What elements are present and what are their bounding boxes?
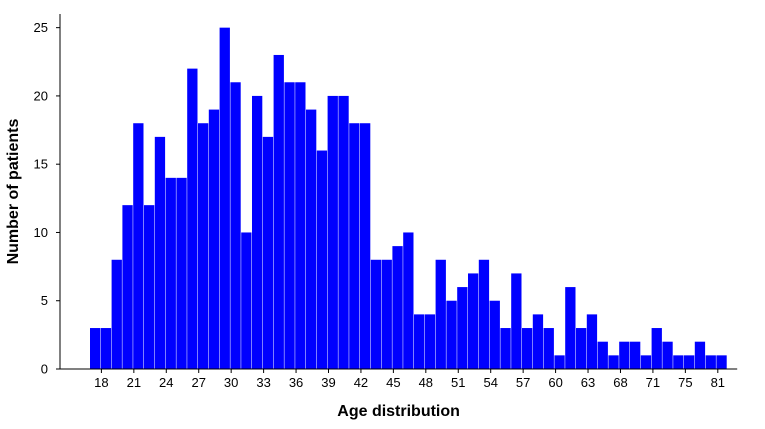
- x-tick-label-16: 68: [613, 375, 627, 390]
- bar-10: [198, 123, 209, 369]
- x-tick-label-1: 21: [127, 375, 141, 390]
- bar-53: [662, 341, 673, 369]
- bar-27: [381, 259, 392, 369]
- x-tick-label-13: 57: [516, 375, 530, 390]
- bar-49: [619, 341, 630, 369]
- y-ticks-group: 0 5 10 15 20 25: [34, 20, 60, 377]
- bar-34: [457, 287, 468, 369]
- x-tick-label-14: 60: [548, 375, 562, 390]
- x-tick-label-4: 30: [224, 375, 238, 390]
- bar-3: [122, 205, 133, 369]
- bar-2: [111, 259, 122, 369]
- bar-41: [532, 314, 544, 369]
- x-tick-label-19: 81: [711, 375, 725, 390]
- x-tick-label-7: 39: [321, 375, 335, 390]
- bar-22: [327, 95, 338, 370]
- bar-55: [684, 355, 695, 369]
- bar-43: [554, 355, 565, 369]
- bar-47: [597, 341, 608, 369]
- bar-4: [133, 123, 144, 369]
- bar-46: [586, 314, 598, 369]
- bar-58: [716, 355, 727, 369]
- x-tick-label-5: 33: [256, 375, 270, 390]
- bar-20: [306, 109, 317, 369]
- x-ticks-group: 18 21 24 27 30 33 36 39 42 45 48 51 54 57 60 63 68 71 75 81: [94, 369, 725, 390]
- bar-23: [338, 95, 349, 370]
- bar-30: [414, 314, 425, 369]
- bar-19: [295, 82, 306, 370]
- bar-29: [403, 232, 414, 369]
- y-tick-label-2: 10: [34, 225, 48, 240]
- x-tick-label-18: 75: [678, 375, 692, 390]
- bar-42: [543, 328, 554, 369]
- bar-7: [165, 177, 176, 369]
- bar-1: [100, 328, 112, 369]
- y-tick-label-4: 20: [34, 88, 48, 103]
- bar-35: [468, 273, 479, 369]
- bar-13: [230, 82, 241, 370]
- x-tick-label-6: 36: [289, 375, 303, 390]
- y-tick-label-3: 15: [34, 157, 48, 172]
- bar-32: [435, 259, 446, 369]
- y-tick-label-0: 0: [41, 362, 48, 377]
- x-tick-label-3: 27: [191, 375, 205, 390]
- bar-39: [511, 273, 522, 369]
- bar-48: [608, 355, 619, 369]
- x-tick-label-9: 45: [386, 375, 400, 390]
- bar-9: [187, 68, 198, 370]
- bar-0: [90, 328, 101, 369]
- bar-12: [219, 27, 230, 370]
- bar-56: [694, 341, 706, 369]
- x-tick-label-2: 24: [159, 375, 173, 390]
- bar-16: [262, 136, 274, 369]
- y-axis-title: Number of patients: [5, 119, 22, 265]
- bar-33: [446, 300, 457, 369]
- bar-26: [370, 259, 382, 369]
- bar-6: [154, 136, 166, 369]
- bar-11: [208, 109, 220, 369]
- y-tick-label-5: 25: [34, 20, 48, 35]
- bar-50: [630, 341, 641, 369]
- bar-38: [500, 328, 511, 369]
- bar-24: [349, 123, 360, 369]
- bars-group: [90, 27, 727, 370]
- y-tick-label-1: 5: [41, 293, 48, 308]
- x-tick-label-0: 18: [94, 375, 108, 390]
- bar-25: [360, 123, 371, 369]
- bar-31: [424, 314, 436, 369]
- bar-17: [273, 54, 284, 370]
- bar-44: [565, 287, 576, 369]
- bar-21: [316, 150, 328, 369]
- bar-36: [478, 259, 490, 369]
- x-tick-label-10: 48: [419, 375, 433, 390]
- bar-15: [252, 95, 263, 370]
- bar-8: [176, 177, 187, 369]
- x-tick-label-17: 71: [646, 375, 660, 390]
- bar-57: [705, 355, 716, 369]
- bar-5: [144, 205, 155, 369]
- bar-52: [651, 328, 662, 369]
- x-tick-label-15: 63: [581, 375, 595, 390]
- x-tick-label-11: 51: [451, 375, 465, 390]
- bar-18: [284, 82, 295, 370]
- bar-37: [489, 300, 500, 369]
- bar-40: [522, 328, 533, 369]
- x-tick-label-12: 54: [483, 375, 497, 390]
- bar-45: [576, 328, 587, 369]
- bar-14: [241, 232, 252, 369]
- x-axis-title: Age distribution: [337, 403, 460, 420]
- bar-28: [392, 246, 403, 369]
- x-tick-label-8: 42: [354, 375, 368, 390]
- bar-54: [673, 355, 684, 369]
- bar-51: [640, 355, 652, 369]
